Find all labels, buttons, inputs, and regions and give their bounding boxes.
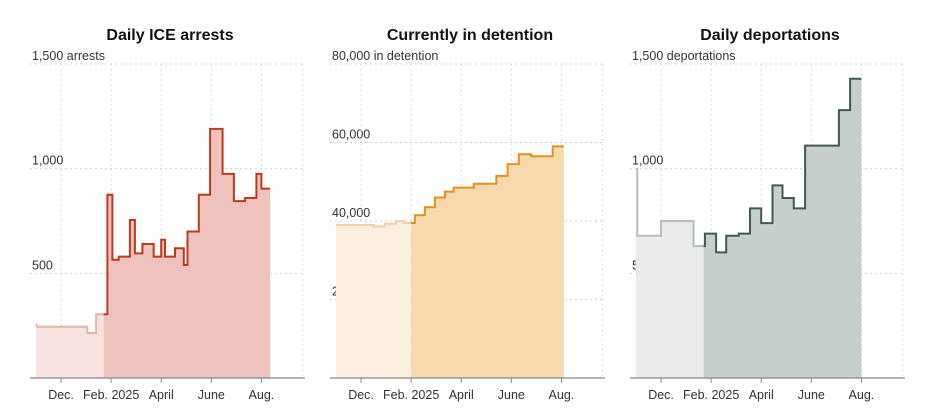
x-tick-label: June (498, 388, 525, 402)
line-prior-period (636, 167, 704, 248)
x-tick-label: Aug. (849, 388, 875, 402)
x-tick-label: Aug. (249, 388, 275, 402)
x-tick-label: June (198, 388, 225, 402)
y-tick-label: 1,500 arrests (32, 49, 105, 63)
x-tick-label: April (149, 388, 174, 402)
line-prior-period (35, 313, 104, 334)
y-tick-label: 1,000 (632, 154, 663, 168)
x-tick-label: April (749, 388, 774, 402)
area-prior-period (336, 221, 412, 378)
area-prior-period (636, 168, 704, 378)
x-tick-label: Aug. (549, 388, 575, 402)
area-current-period (411, 146, 564, 378)
area-current-period (103, 128, 271, 378)
y-tick-label: 80,000 in detention (332, 49, 438, 63)
x-tick-label: Dec. (48, 388, 74, 402)
y-tick-label: 500 (32, 258, 53, 272)
x-tick-label: Feb. 2025 (83, 388, 139, 402)
x-tick-label: Feb. 2025 (383, 388, 439, 402)
x-tick-label: June (798, 388, 825, 402)
y-tick-label: 1,000 (32, 154, 63, 168)
line-current-period (411, 145, 564, 224)
x-tick-label: Feb. 2025 (683, 388, 739, 402)
y-tick-label: 60,000 (332, 128, 370, 142)
y-tick-label: 40,000 (332, 206, 370, 220)
chart-title: Currently in detention (386, 27, 554, 44)
area-current-period (703, 78, 862, 378)
chart-arrests: 500 1,000 1,500 arrests Dec. Feb. 2025 April J… (30, 49, 305, 402)
line-current-period (103, 127, 271, 316)
chart-title: Daily deportations (700, 27, 840, 44)
chart-panel-arrests: Daily ICE arrests 500 1,000 1,500 arrests D… (20, 0, 320, 419)
area-prior-period (36, 314, 104, 378)
line-prior-period (336, 220, 412, 228)
chart-title: Daily ICE arrests (106, 27, 234, 44)
y-tick-label: 1,500 deportations (632, 49, 736, 63)
x-tick-label: April (449, 388, 474, 402)
line-current-period (703, 77, 862, 254)
x-tick-label: Dec. (348, 388, 374, 402)
chart-panel-detention: Currently in detention 20,00040,00060,00… (320, 0, 620, 419)
x-tick-label: Dec. (648, 388, 674, 402)
